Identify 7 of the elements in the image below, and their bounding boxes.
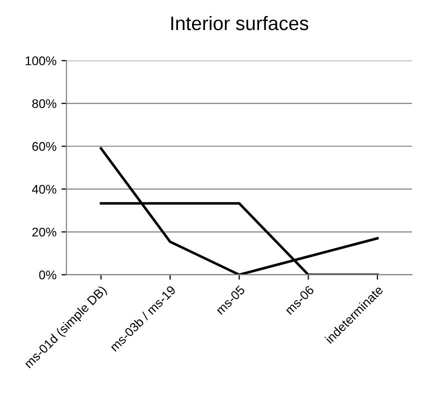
y-tick-label: 80% (32, 99, 56, 108)
y-tick-label: 20% (32, 228, 56, 237)
y-tick-label: 60% (32, 142, 56, 151)
y-tick-label: 40% (32, 184, 56, 194)
chart-title: Interior surfaces (171, 16, 308, 30)
y-tick-label: 0% (39, 270, 56, 280)
y-tick-label: 100% (26, 56, 56, 66)
